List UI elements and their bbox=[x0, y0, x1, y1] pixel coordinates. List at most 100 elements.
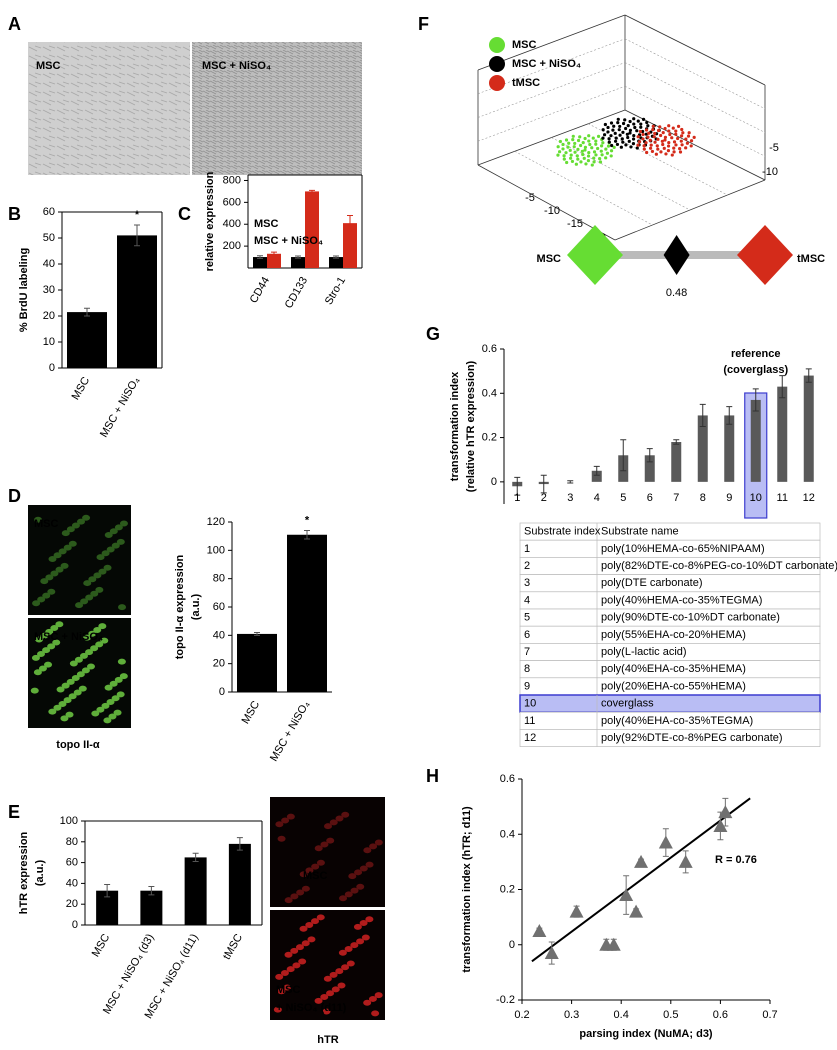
cluster-dot bbox=[639, 122, 643, 126]
nucleus bbox=[350, 887, 359, 894]
cluster-dot bbox=[594, 142, 598, 146]
nucleus bbox=[66, 526, 75, 533]
nucleus bbox=[98, 568, 107, 575]
table-cell: poly(40%EHA-co-35%TEGMA) bbox=[601, 715, 753, 727]
cluster-dot bbox=[602, 133, 607, 137]
cluster-dot bbox=[658, 125, 662, 129]
cluster-dot bbox=[684, 146, 688, 150]
x-tick-label: 0.6 bbox=[713, 1009, 728, 1021]
cluster-dot bbox=[590, 163, 594, 167]
nucleus bbox=[311, 918, 320, 925]
cluster-dot bbox=[587, 151, 591, 155]
nucleus bbox=[47, 588, 56, 595]
cluster-dot bbox=[637, 140, 642, 144]
nucleus bbox=[90, 590, 99, 597]
nucleus bbox=[335, 968, 344, 975]
cluster-dot bbox=[570, 159, 575, 164]
table-cell: poly(92%DTE-co-8%PEG carbonate) bbox=[601, 732, 783, 744]
cluster-dot bbox=[581, 141, 585, 145]
cluster-dot bbox=[621, 121, 626, 126]
y-tick-label: 50 bbox=[43, 232, 55, 244]
cluster-dot bbox=[592, 156, 596, 160]
cluster-dot bbox=[689, 144, 693, 148]
cluster-dot bbox=[596, 146, 600, 151]
bar bbox=[329, 257, 343, 268]
cluster-dot bbox=[565, 160, 569, 165]
image-label: MSC bbox=[276, 984, 301, 996]
error-bar bbox=[805, 368, 812, 383]
bar bbox=[253, 257, 267, 268]
table-cell: 10 bbox=[524, 698, 536, 710]
nucleus bbox=[277, 988, 286, 995]
image-label: + NiSO₄ (d11) bbox=[276, 1002, 347, 1014]
cluster-dot bbox=[616, 117, 620, 121]
bar bbox=[117, 235, 157, 368]
y-tick-label: 10 bbox=[43, 336, 55, 348]
cluster-dot bbox=[618, 124, 622, 129]
nucleus bbox=[353, 923, 362, 930]
annotation: (coverglass) bbox=[723, 364, 788, 376]
cluster-dot bbox=[638, 129, 642, 134]
cluster-dot bbox=[674, 143, 678, 147]
cluster-dot bbox=[666, 149, 671, 153]
legend-marker bbox=[489, 75, 505, 91]
error-bar bbox=[646, 448, 653, 463]
nucleus bbox=[290, 893, 299, 900]
point bbox=[532, 923, 547, 937]
error-bar bbox=[134, 224, 140, 247]
x-tick-label: 2 bbox=[541, 492, 547, 504]
bar bbox=[237, 633, 277, 692]
box-edge bbox=[624, 14, 766, 86]
cluster-dot bbox=[568, 148, 572, 152]
x-tick-label: MSC + NiSO₄ bbox=[98, 375, 143, 440]
nucleus bbox=[63, 544, 72, 551]
nucleus bbox=[341, 811, 350, 818]
nucleus bbox=[82, 514, 91, 521]
bar bbox=[671, 442, 682, 482]
x-axis-label: parsing index (NuMA; d3) bbox=[579, 1028, 713, 1040]
error-bar bbox=[333, 255, 339, 259]
y-tick-label: 100 bbox=[60, 815, 78, 827]
cluster-dot bbox=[612, 124, 616, 128]
nucleus bbox=[108, 713, 117, 720]
x-tick-label: 11 bbox=[777, 492, 788, 504]
nucleus bbox=[86, 663, 95, 670]
nucleus bbox=[101, 702, 110, 709]
cluster-dot bbox=[596, 134, 601, 138]
nucleus bbox=[374, 992, 383, 999]
nucleus bbox=[348, 873, 357, 880]
x-tick-label: 10 bbox=[750, 492, 762, 504]
bar bbox=[591, 470, 602, 482]
x-tick-label: CD133 bbox=[283, 275, 311, 311]
nucleus bbox=[109, 528, 118, 535]
y-tick-label: 400 bbox=[223, 218, 241, 230]
cluster-dot bbox=[645, 150, 649, 155]
y-tick-label: 100 bbox=[207, 544, 225, 556]
cluster-dot bbox=[620, 137, 624, 141]
error-bar bbox=[304, 530, 310, 540]
nucleus bbox=[95, 586, 104, 593]
nucleus bbox=[101, 550, 110, 557]
point bbox=[606, 937, 621, 951]
nucleus bbox=[365, 861, 374, 868]
cluster-dot bbox=[556, 145, 560, 149]
bar bbox=[184, 857, 207, 925]
cluster-dot bbox=[641, 132, 645, 137]
nucleus bbox=[329, 819, 338, 826]
grid-line bbox=[624, 38, 766, 110]
cluster-dot bbox=[586, 159, 591, 163]
cluster-dot bbox=[573, 141, 577, 146]
cluster-dot bbox=[681, 131, 685, 135]
nucleus bbox=[103, 717, 112, 724]
cluster-dot bbox=[679, 139, 683, 143]
cluster-dot bbox=[636, 143, 640, 147]
cluster-dot bbox=[568, 156, 573, 160]
cluster-dot bbox=[605, 151, 610, 155]
cluster-dot bbox=[587, 134, 591, 138]
cluster-dot bbox=[631, 137, 636, 141]
cluster-dot bbox=[592, 160, 596, 164]
cluster-dot bbox=[647, 131, 651, 135]
cluster-dot bbox=[626, 135, 630, 140]
y-tick-label: 200 bbox=[223, 240, 241, 252]
nucleus bbox=[322, 1008, 331, 1015]
